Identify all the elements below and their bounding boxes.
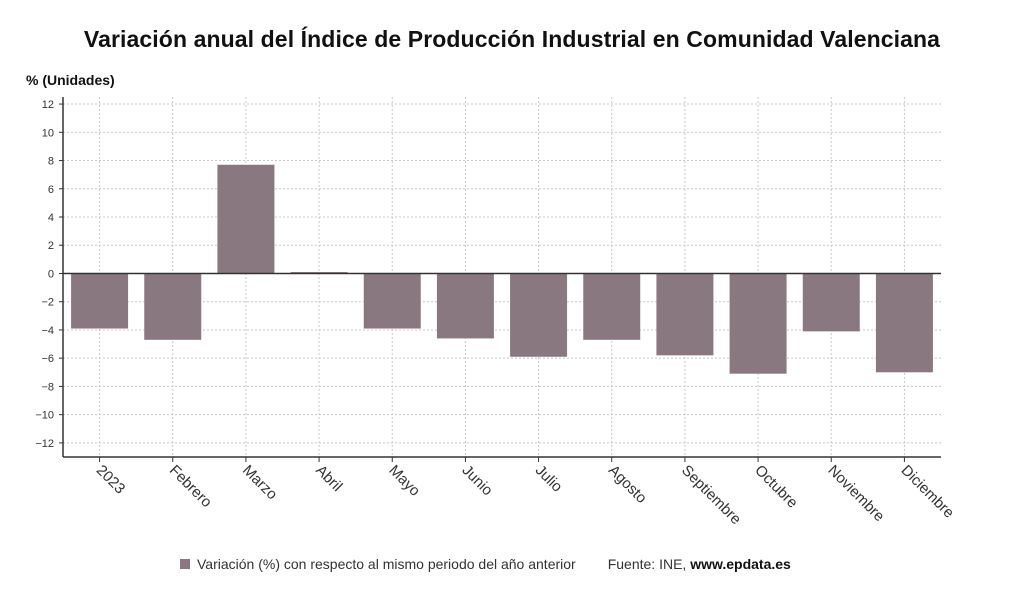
x-tick-label: Octubre: [751, 462, 801, 512]
y-tick-label: 2: [48, 240, 54, 252]
y-tick-label: 10: [42, 127, 54, 139]
bar: [729, 273, 787, 374]
y-tick-label: 0: [48, 268, 54, 280]
bar: [583, 273, 641, 340]
y-tick-label: 12: [42, 99, 54, 111]
bar: [363, 273, 421, 329]
legend: Variación (%) con respecto al mismo peri…: [180, 556, 791, 572]
bar: [436, 273, 494, 339]
bar: [71, 273, 129, 329]
chart-title: Variación anual del Índice de Producción…: [83, 26, 941, 52]
y-tick-label: −2: [41, 297, 54, 309]
y-tick-label: −8: [41, 381, 54, 393]
bar: [510, 273, 568, 357]
bar: [656, 273, 714, 356]
x-tick-label: Agosto: [605, 462, 650, 507]
x-tick-label: Mayo: [385, 462, 423, 500]
y-tick-label: −4: [41, 325, 54, 337]
y-tick-label: 8: [48, 156, 54, 168]
y-tick-label: −6: [41, 353, 54, 365]
source-note: Fuente: INE, www.epdata.es: [608, 556, 791, 572]
bar: [217, 164, 275, 274]
y-axis-ticks: 12 10 8 6 4 2 0 −2 −4 −6 −8 −10 −12: [35, 99, 63, 450]
x-tick-label: Junio: [459, 462, 496, 499]
bar: [875, 273, 933, 373]
x-tick-label: Diciembre: [898, 462, 958, 522]
legend-label: Variación (%) con respecto al mismo peri…: [197, 556, 576, 572]
x-tick-label: Febrero: [166, 462, 215, 511]
source-site: www.epdata.es: [690, 556, 791, 572]
y-tick-label: 4: [48, 212, 54, 224]
bars: [71, 164, 933, 374]
axes: [62, 97, 941, 458]
x-tick-label: Marzo: [239, 462, 280, 503]
x-tick-label: 2023: [93, 462, 129, 498]
y-tick-label: −10: [35, 410, 54, 422]
bar: [802, 273, 860, 332]
y-tick-label: −12: [35, 438, 54, 450]
x-tick-label: Septiembre: [678, 462, 744, 528]
y-tick-label: 6: [48, 184, 54, 196]
y-axis-unit-label: % (Unidades): [26, 72, 115, 88]
x-axis-ticks: 2023 Febrero Marzo Abril Mayo Junio Julio Agost…: [93, 457, 958, 528]
x-tick-label: Abril: [312, 462, 345, 495]
bar: [144, 273, 202, 340]
x-tick-label: Julio: [532, 462, 566, 496]
source-prefix: Fuente: INE,: [607, 556, 687, 572]
legend-swatch: [180, 559, 190, 569]
x-tick-label: Noviembre: [824, 462, 887, 525]
